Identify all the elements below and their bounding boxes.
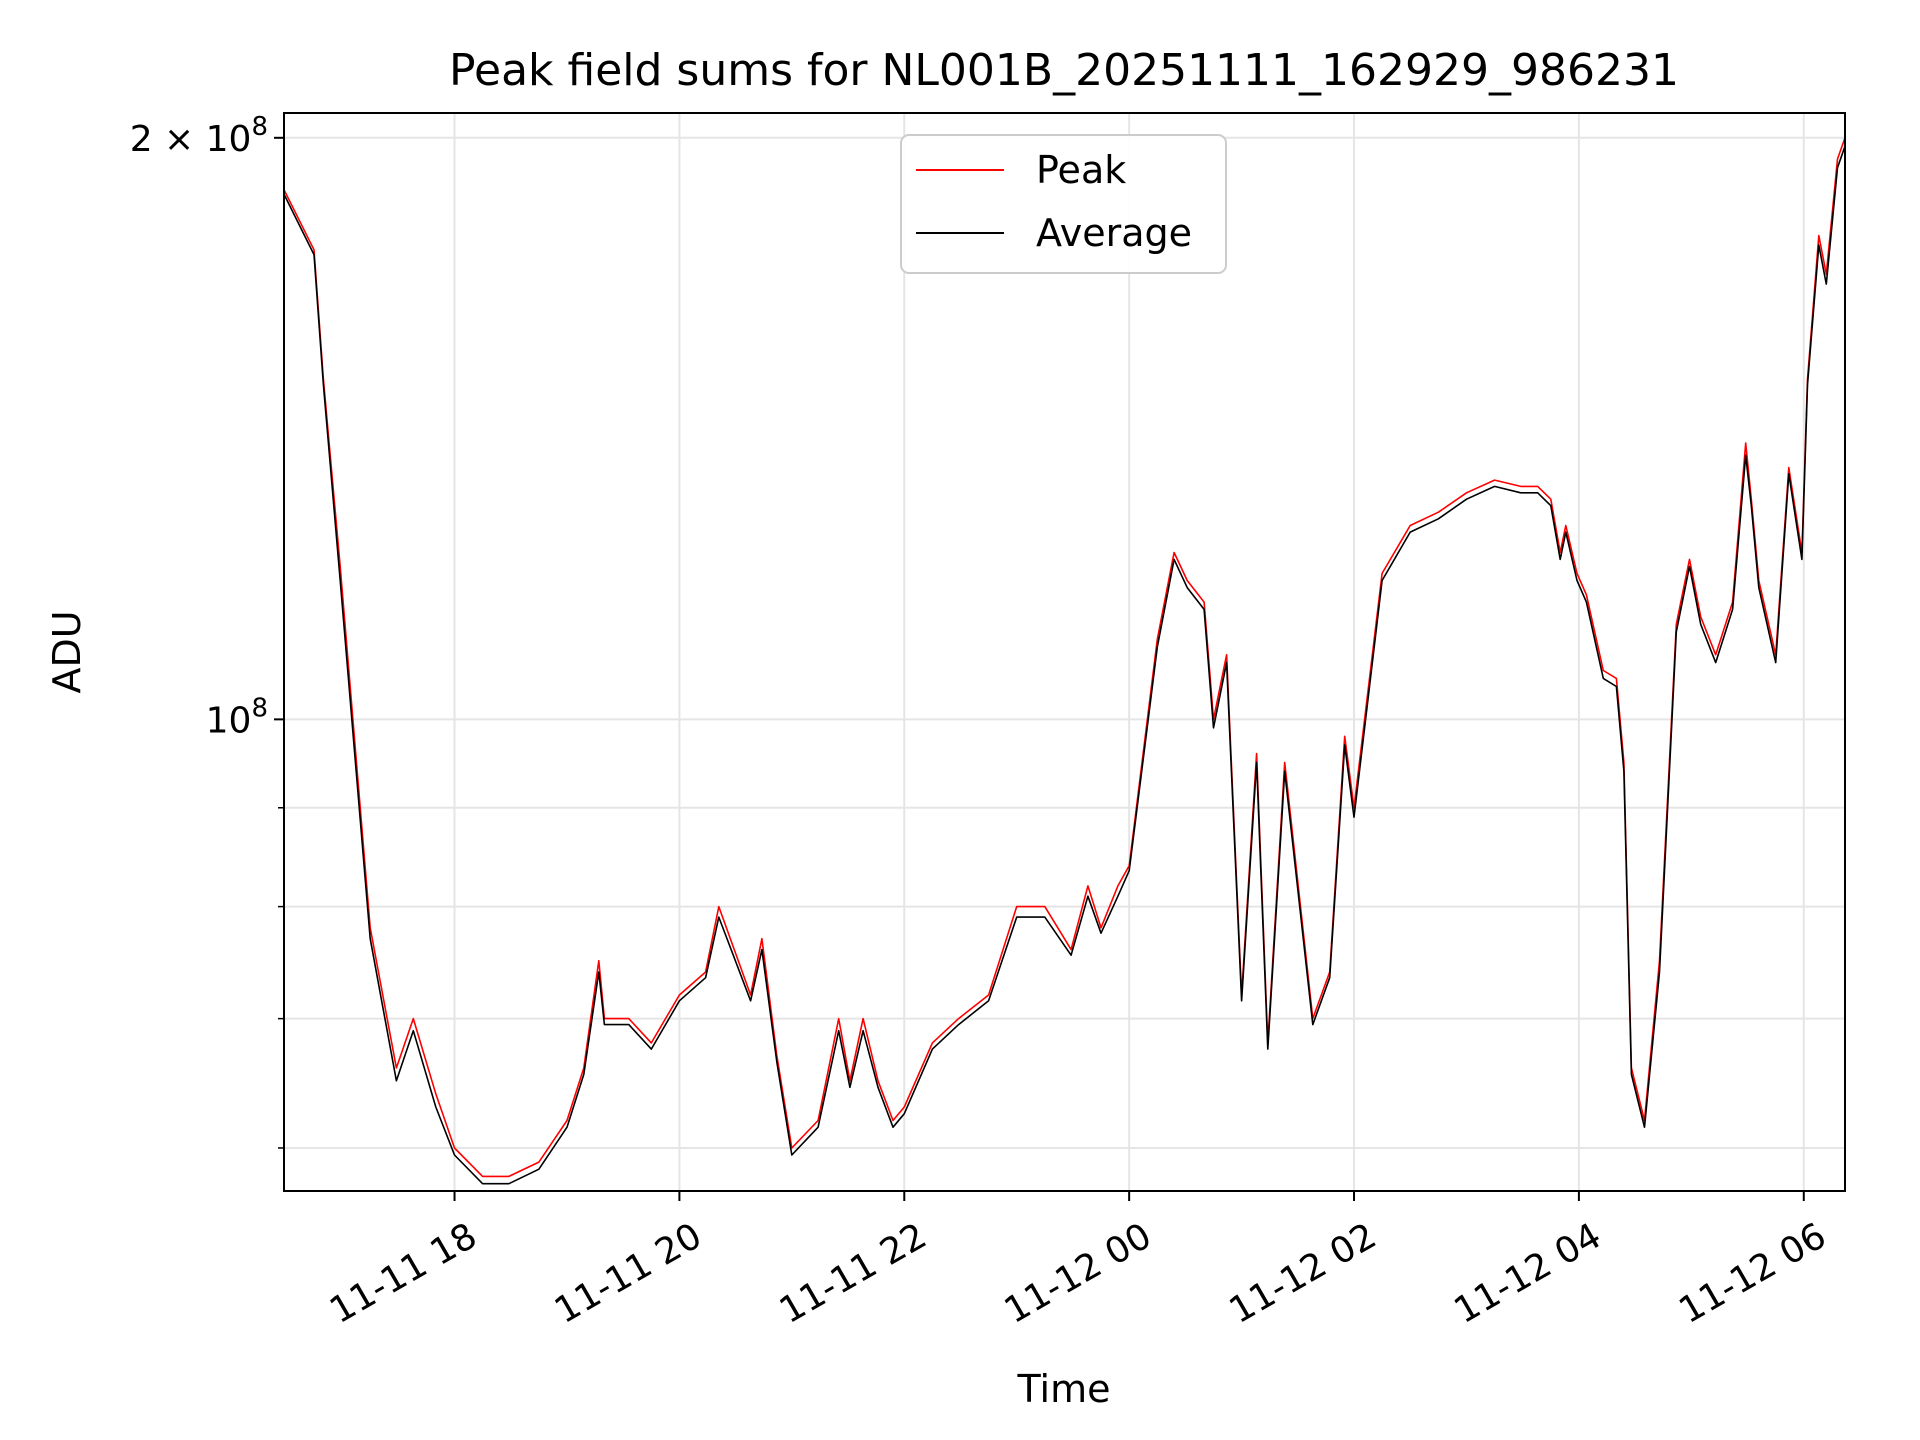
y-tick-label: 2 × 108 [130, 112, 268, 160]
chart-title: Peak field sums for NL001B_20251111_1629… [449, 45, 1679, 96]
legend: Peak Average [900, 134, 1227, 274]
legend-average-label: Average [1036, 211, 1192, 255]
y-tick-label: 108 [206, 693, 268, 741]
plot-frame [283, 112, 1846, 1192]
series-layer [284, 137, 1845, 1185]
y-axis-label: ADU [45, 610, 89, 693]
grid-layer [284, 113, 1845, 1191]
series-line-average [284, 145, 1845, 1185]
legend-peak-label: Peak [1036, 148, 1126, 192]
x-axis-label: Time [1017, 1367, 1111, 1411]
